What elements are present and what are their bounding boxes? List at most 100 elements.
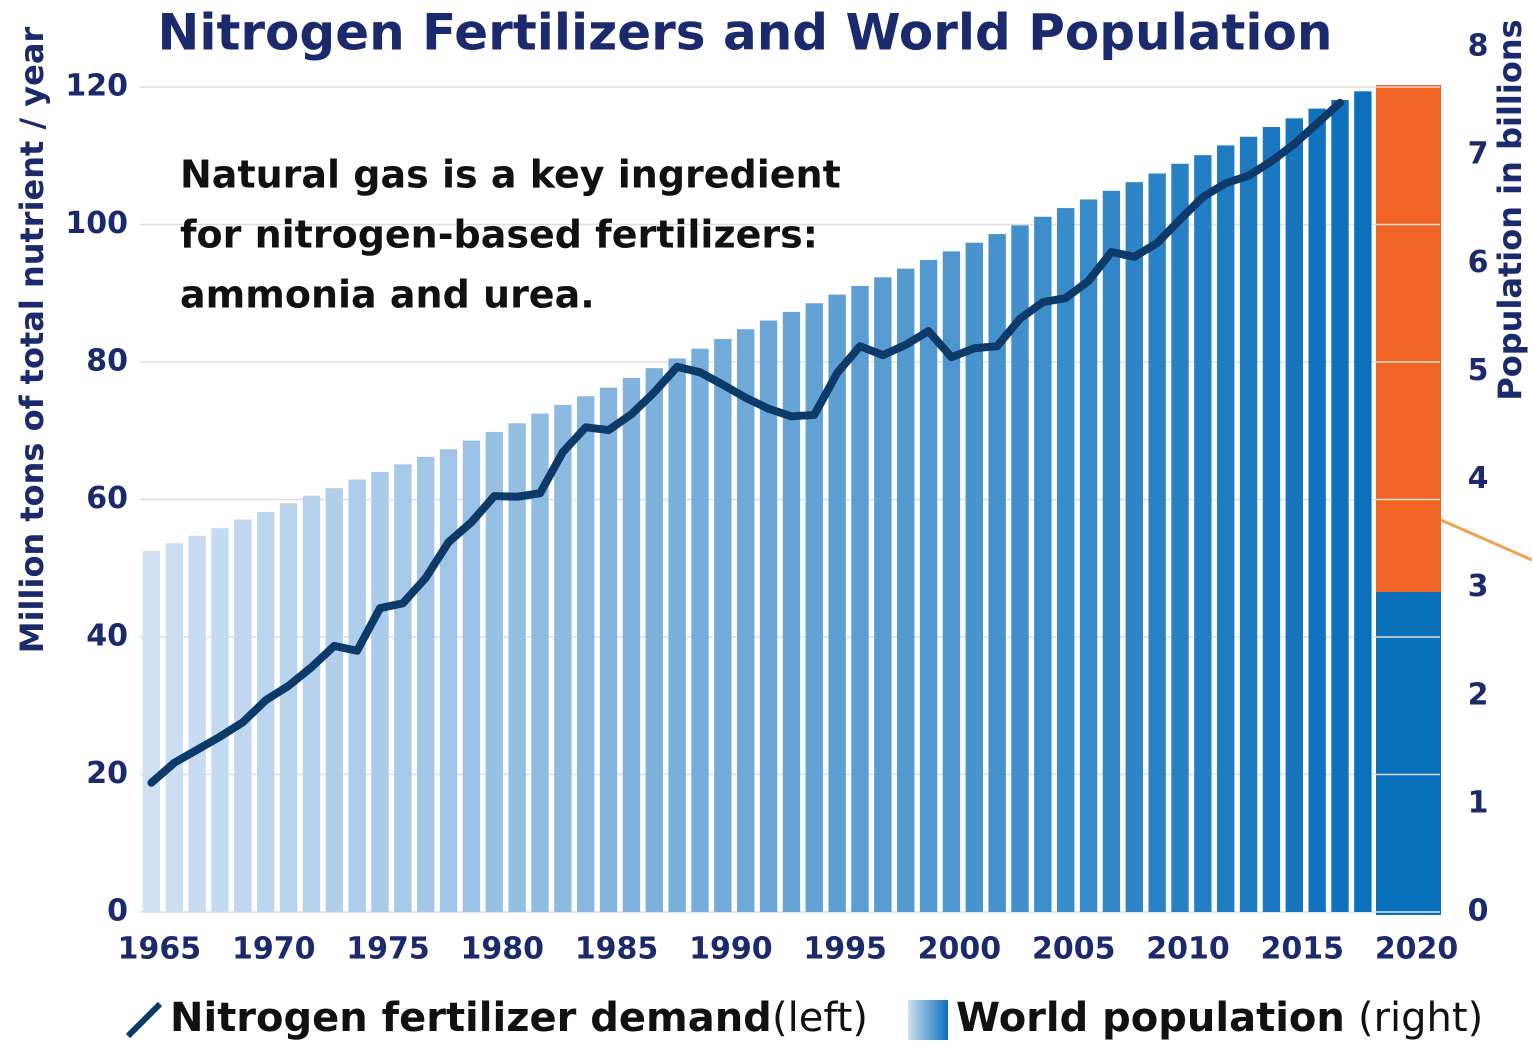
legend-suffix: (right) bbox=[1358, 995, 1483, 1041]
bar bbox=[1079, 199, 1098, 913]
annotation: Natural gas is a key ingredient bbox=[180, 153, 841, 197]
x-tick-label: 1985 bbox=[575, 932, 659, 967]
decor-line bbox=[1440, 518, 1532, 562]
bar bbox=[1148, 173, 1166, 913]
bar bbox=[462, 440, 481, 912]
bar bbox=[737, 329, 755, 912]
bar bbox=[165, 543, 183, 912]
x-tick-label: 1980 bbox=[461, 932, 545, 967]
x-tick-label: 2020 bbox=[1375, 932, 1459, 967]
y2-axis-label: Population in billions bbox=[1491, 19, 1529, 400]
bar bbox=[211, 528, 229, 912]
bar bbox=[919, 260, 938, 913]
bar bbox=[759, 320, 778, 912]
bar bbox=[645, 368, 663, 913]
bar bbox=[1034, 216, 1052, 913]
legend-suffix: (left) bbox=[772, 995, 868, 1041]
bar bbox=[1308, 108, 1326, 913]
bar bbox=[828, 294, 846, 912]
bar bbox=[1057, 208, 1075, 912]
x-tick-label: 1975 bbox=[346, 932, 430, 967]
bar bbox=[394, 464, 412, 912]
bar bbox=[302, 495, 321, 912]
bar bbox=[714, 338, 732, 912]
y-tick-label: 60 bbox=[86, 481, 128, 516]
bar bbox=[1354, 91, 1372, 913]
bar bbox=[1125, 182, 1143, 912]
y-tick-label: 40 bbox=[86, 619, 128, 654]
y2-tick-label: 1 bbox=[1468, 785, 1489, 820]
bar bbox=[1239, 136, 1258, 912]
bar bbox=[851, 285, 869, 912]
bar bbox=[1262, 127, 1281, 912]
bar bbox=[1331, 99, 1349, 912]
x-tick-label: 2015 bbox=[1261, 932, 1345, 967]
bar bbox=[234, 519, 252, 912]
x-tick-label: 1970 bbox=[232, 932, 316, 967]
bar bbox=[417, 456, 435, 912]
bar bbox=[348, 479, 366, 912]
line bbox=[147, 98, 1344, 787]
bar bbox=[1171, 163, 1189, 912]
bar bbox=[1102, 190, 1121, 912]
bar bbox=[1217, 145, 1235, 913]
side-panel bbox=[1376, 592, 1441, 915]
bar bbox=[508, 423, 526, 912]
x-tick-label: 2005 bbox=[1032, 932, 1116, 967]
y-axis-label: Million tons of total nutrient / year bbox=[13, 27, 51, 654]
x-tick-label: 2010 bbox=[1146, 932, 1230, 967]
y2-tick-label: 3 bbox=[1468, 569, 1489, 604]
bar bbox=[577, 396, 595, 912]
y-tick-label: 20 bbox=[86, 756, 128, 791]
bar bbox=[874, 277, 892, 912]
chart-title: Nitrogen Fertilizers and World Populatio… bbox=[158, 4, 1333, 62]
bar bbox=[965, 242, 983, 913]
bar bbox=[279, 503, 298, 912]
y-tick-label: 120 bbox=[65, 69, 128, 104]
y-tick-label: 100 bbox=[65, 206, 128, 241]
legend-bar-icon bbox=[908, 1000, 948, 1040]
bar bbox=[1194, 155, 1212, 912]
bar bbox=[988, 234, 1006, 912]
bar bbox=[439, 449, 458, 912]
bar bbox=[188, 535, 206, 912]
bar bbox=[691, 348, 709, 912]
x-tick-label: 2000 bbox=[918, 932, 1002, 967]
bar bbox=[142, 550, 161, 912]
bar bbox=[897, 268, 915, 912]
bar bbox=[942, 251, 961, 912]
y2-tick-label: 6 bbox=[1468, 245, 1489, 280]
y-tick-label: 80 bbox=[86, 344, 128, 379]
bar bbox=[554, 404, 572, 912]
bar bbox=[485, 431, 503, 912]
bar bbox=[1285, 118, 1303, 913]
y2-tick-label: 7 bbox=[1468, 137, 1489, 172]
bar bbox=[1011, 225, 1029, 912]
legend-label: World population bbox=[956, 995, 1345, 1041]
legend-label: Nitrogen fertilizer demand bbox=[170, 995, 772, 1041]
bar bbox=[805, 303, 823, 913]
y2-tick-label: 5 bbox=[1468, 353, 1489, 388]
x-tick-label: 1990 bbox=[689, 932, 773, 967]
bar bbox=[371, 471, 389, 912]
y2-tick-label: 4 bbox=[1468, 461, 1489, 496]
x-tick-label: 1995 bbox=[803, 932, 887, 967]
annotation: for nitrogen-based fertilizers: bbox=[180, 213, 818, 257]
side-panel bbox=[1376, 85, 1441, 592]
annotation: ammonia and urea. bbox=[180, 273, 595, 317]
x-tick-label: 1965 bbox=[118, 932, 202, 967]
bar bbox=[668, 358, 686, 912]
bar bbox=[782, 311, 801, 912]
bar bbox=[622, 377, 641, 912]
y2-tick-label: 8 bbox=[1468, 29, 1489, 64]
y2-tick-label: 2 bbox=[1468, 677, 1489, 712]
bar bbox=[531, 413, 549, 912]
y-tick-label: 0 bbox=[107, 894, 128, 929]
bar bbox=[325, 488, 343, 912]
bar bbox=[599, 387, 618, 912]
bar bbox=[257, 511, 275, 912]
legend-line-icon bbox=[125, 1001, 163, 1039]
y2-tick-label: 0 bbox=[1468, 894, 1489, 929]
